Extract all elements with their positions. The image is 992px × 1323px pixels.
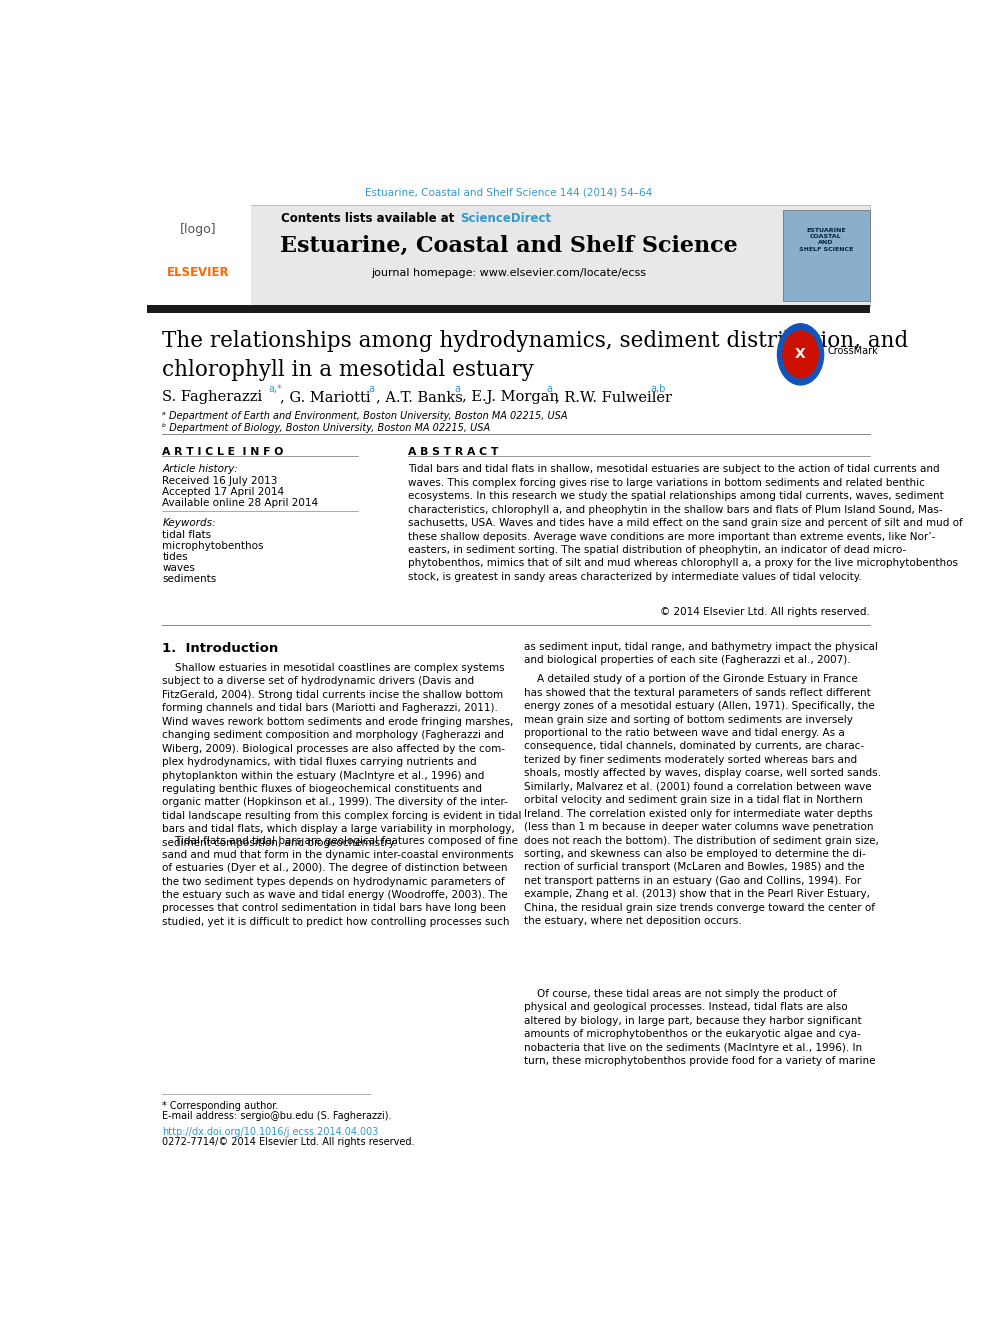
Text: Available online 28 April 2014: Available online 28 April 2014 [163, 497, 318, 508]
Text: Keywords:: Keywords: [163, 519, 216, 528]
Text: ᵇ Department of Biology, Boston University, Boston MA 02215, USA: ᵇ Department of Biology, Boston Universi… [163, 422, 491, 433]
Circle shape [783, 331, 818, 378]
Text: journal homepage: www.elsevier.com/locate/ecss: journal homepage: www.elsevier.com/locat… [371, 267, 646, 278]
Text: sediments: sediments [163, 574, 216, 585]
Text: a,b: a,b [651, 384, 666, 394]
FancyBboxPatch shape [783, 209, 870, 302]
Text: Tidal flats and tidal bars are geological features composed of fine
sand and mud: Tidal flats and tidal bars are geologica… [163, 836, 519, 927]
Text: CrossMark: CrossMark [827, 347, 878, 356]
Text: a: a [547, 384, 553, 394]
Text: tides: tides [163, 552, 188, 562]
Text: E-mail address: sergio@bu.edu (S. Fagherazzi).: E-mail address: sergio@bu.edu (S. Fagher… [163, 1111, 392, 1122]
Text: S. Fagherazzi: S. Fagherazzi [163, 390, 263, 404]
Text: A detailed study of a portion of the Gironde Estuary in France
has showed that t: A detailed study of a portion of the Gir… [524, 675, 881, 926]
Text: Received 16 July 2013: Received 16 July 2013 [163, 475, 278, 486]
Text: X: X [796, 348, 806, 361]
Text: , A.T. Banks: , A.T. Banks [376, 390, 463, 404]
Text: [logo]: [logo] [181, 224, 217, 235]
Text: ScienceDirect: ScienceDirect [460, 212, 552, 225]
Text: Estuarine, Coastal and Shelf Science 144 (2014) 54–64: Estuarine, Coastal and Shelf Science 144… [365, 188, 652, 197]
Text: The relationships among hydrodynamics, sediment distribution, and
chlorophyll in: The relationships among hydrodynamics, s… [163, 329, 909, 381]
Text: , R.W. Fulweiler: , R.W. Fulweiler [555, 390, 672, 404]
Text: Contents lists available at: Contents lists available at [281, 212, 458, 225]
Text: 1.  Introduction: 1. Introduction [163, 642, 279, 655]
Text: © 2014 Elsevier Ltd. All rights reserved.: © 2014 Elsevier Ltd. All rights reserved… [660, 607, 870, 617]
Text: Of course, these tidal areas are not simply the product of
physical and geologic: Of course, these tidal areas are not sim… [524, 990, 875, 1066]
Text: A B S T R A C T: A B S T R A C T [409, 447, 499, 456]
Circle shape [778, 324, 823, 385]
FancyBboxPatch shape [147, 205, 870, 307]
Text: a,*: a,* [269, 384, 283, 394]
Text: Accepted 17 April 2014: Accepted 17 April 2014 [163, 487, 285, 496]
Text: Article history:: Article history: [163, 464, 238, 475]
Text: Shallow estuaries in mesotidal coastlines are complex systems
subject to a diver: Shallow estuaries in mesotidal coastline… [163, 663, 522, 848]
Text: a: a [454, 384, 460, 394]
Text: ESTUARINE
COASTAL
AND
SHELF SCIENCE: ESTUARINE COASTAL AND SHELF SCIENCE [799, 228, 853, 251]
Text: Estuarine, Coastal and Shelf Science: Estuarine, Coastal and Shelf Science [280, 235, 737, 257]
Text: a: a [368, 384, 374, 394]
Text: tidal flats: tidal flats [163, 529, 211, 540]
Text: , G. Mariotti: , G. Mariotti [280, 390, 371, 404]
Text: * Corresponding author.: * Corresponding author. [163, 1101, 279, 1111]
FancyBboxPatch shape [147, 205, 251, 307]
FancyBboxPatch shape [147, 306, 870, 312]
Text: as sediment input, tidal range, and bathymetry impact the physical
and biologica: as sediment input, tidal range, and bath… [524, 642, 878, 665]
Text: http://dx.doi.org/10.1016/j.ecss.2014.04.003: http://dx.doi.org/10.1016/j.ecss.2014.04… [163, 1127, 379, 1136]
Text: A R T I C L E  I N F O: A R T I C L E I N F O [163, 447, 284, 456]
Text: ELSEVIER: ELSEVIER [168, 266, 230, 279]
Text: 0272-7714/© 2014 Elsevier Ltd. All rights reserved.: 0272-7714/© 2014 Elsevier Ltd. All right… [163, 1136, 415, 1147]
Text: ᵃ Department of Earth and Environment, Boston University, Boston MA 02215, USA: ᵃ Department of Earth and Environment, B… [163, 411, 568, 422]
Text: Tidal bars and tidal flats in shallow, mesotidal estuaries are subject to the ac: Tidal bars and tidal flats in shallow, m… [409, 464, 963, 582]
Text: waves: waves [163, 564, 195, 573]
Text: , E.J. Morgan: , E.J. Morgan [462, 390, 559, 404]
Text: microphytobenthos: microphytobenthos [163, 541, 264, 550]
